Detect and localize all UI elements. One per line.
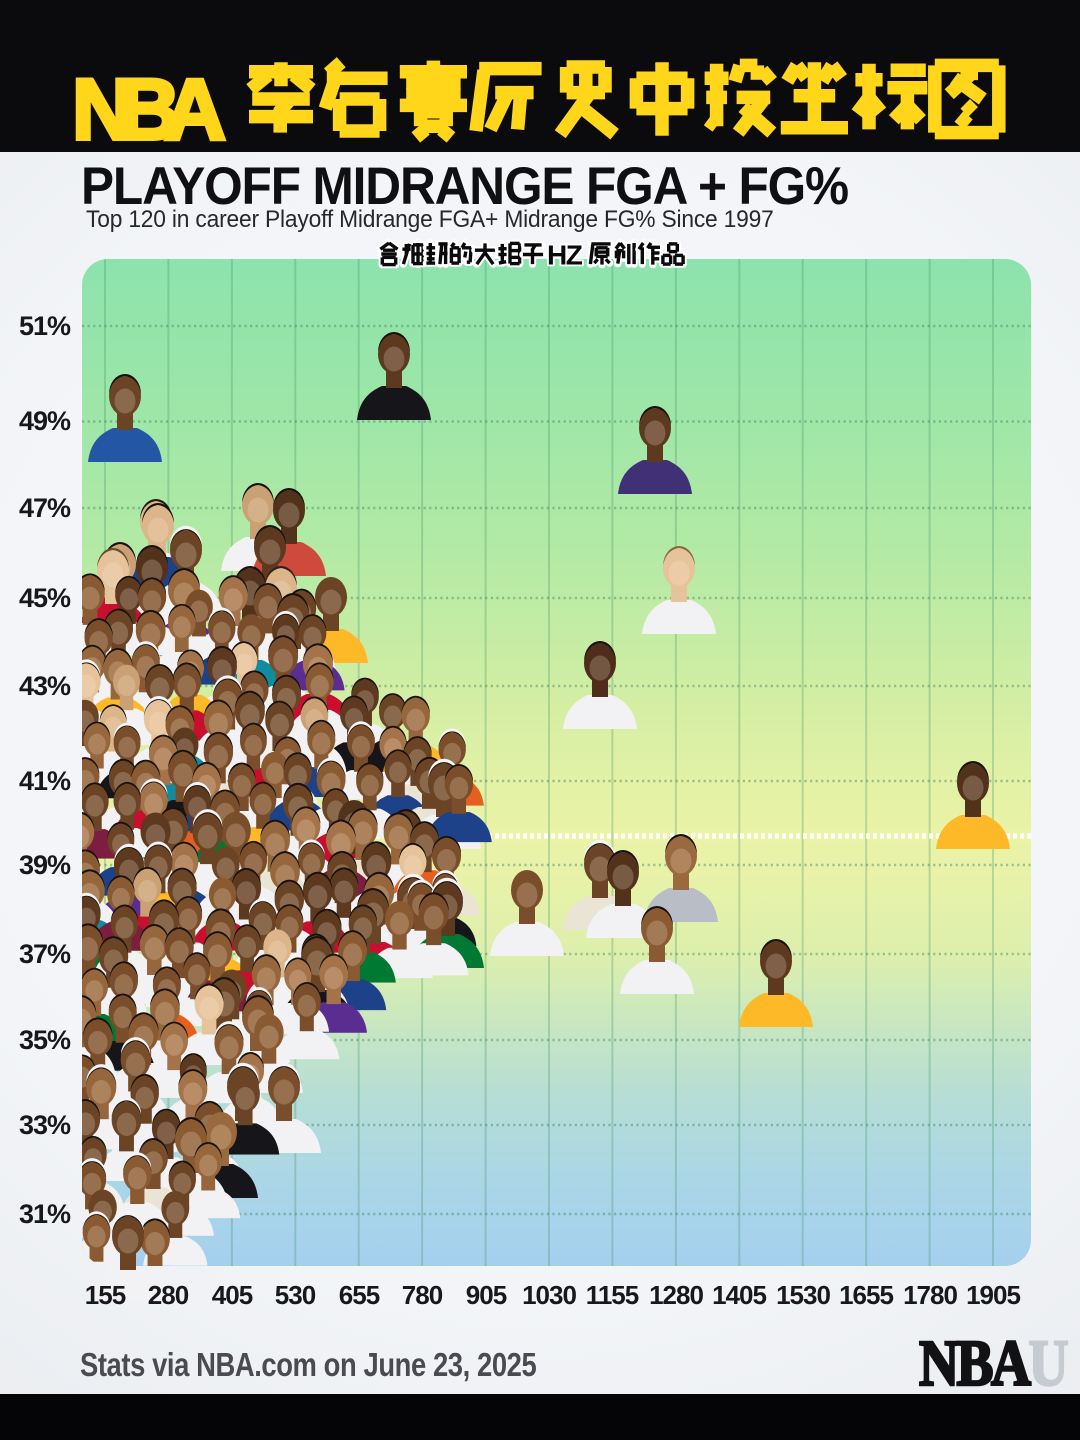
svg-text:HZ: HZ	[547, 240, 583, 271]
svg-text:NBA: NBA	[72, 62, 224, 152]
